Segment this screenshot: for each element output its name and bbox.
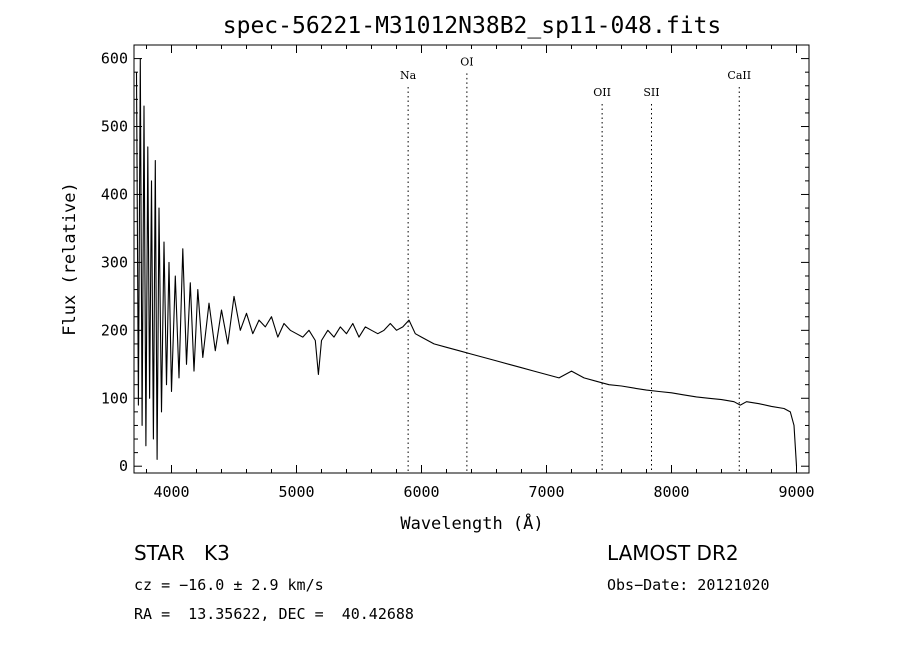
coordinates-label: RA = 13.35622, DEC = 40.42688	[134, 605, 414, 623]
y-tick-label: 100	[101, 389, 128, 407]
spectral-line-label: Na	[400, 69, 417, 82]
spectral-line-label: SII	[643, 86, 659, 99]
x-tick-label: 4000	[153, 483, 189, 501]
obs-date-label: Obs−Date: 20121020	[607, 576, 770, 594]
x-tick-label: 5000	[278, 483, 314, 501]
spectral-line-label: OI	[460, 55, 473, 68]
x-axis-label: Wavelength (Å)	[400, 512, 543, 534]
object-class: STAR K3	[134, 541, 230, 565]
x-tick-label: 6000	[403, 483, 439, 501]
x-tick-label: 8000	[653, 483, 689, 501]
spectral-line-label: OII	[593, 86, 611, 99]
y-tick-label: 600	[101, 50, 128, 68]
chart-title: spec-56221-M31012N38B2_sp11-048.fits	[223, 13, 722, 39]
line-markers: Na OI OII SII CaII	[400, 55, 751, 473]
y-axis-label: Flux (relative)	[60, 182, 80, 336]
survey-label: LAMOST DR2	[607, 541, 739, 565]
y-tick-label: 200	[101, 321, 128, 339]
y-tick-label: 500	[101, 118, 128, 136]
class-label: STAR	[134, 541, 185, 565]
plot-frame	[133, 44, 810, 474]
y-tick-label: 0	[119, 457, 128, 475]
x-tick-label: 9000	[778, 483, 814, 501]
spectral-line-label: CaII	[727, 69, 751, 82]
redshift-label: cz = −16.0 ± 2.9 km/s	[134, 576, 324, 594]
axis-ticks: 4000 5000 6000 7000 8000 9000 0 100 200 300 400 500…	[101, 45, 815, 501]
y-tick-label: 300	[101, 253, 128, 271]
x-tick-label: 7000	[528, 483, 564, 501]
spectrum-series	[135, 58, 798, 467]
spectrum-line	[135, 58, 798, 467]
y-tick-label: 400	[101, 185, 128, 203]
subclass-label: K3	[204, 541, 230, 565]
